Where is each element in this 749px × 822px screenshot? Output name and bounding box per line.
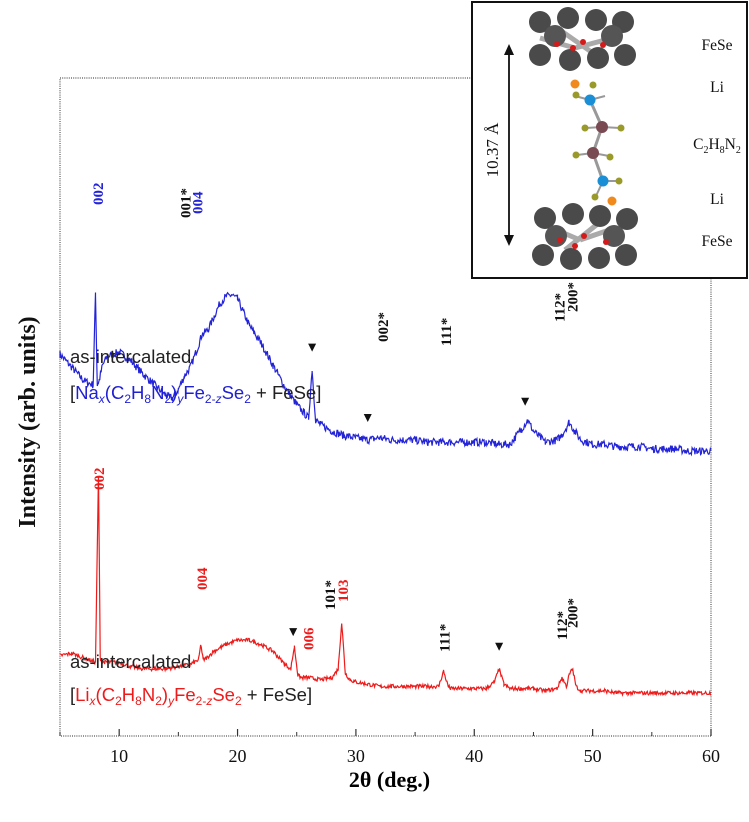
spacing-arrow: [504, 44, 514, 246]
peak-label: 111*: [439, 318, 455, 346]
peak-label: 111*: [438, 624, 454, 652]
impurity-marker: [495, 642, 504, 651]
peak-label: 006: [302, 627, 318, 650]
peak-label: 200*: [566, 598, 582, 628]
x-axis-label: 2θ (deg.): [348, 767, 431, 792]
peak-label: 004: [190, 191, 206, 214]
fese-layer-top: [529, 7, 636, 71]
x-tick-label: 60: [702, 746, 720, 766]
spacing-label: 10.37 Å: [483, 122, 502, 178]
layer-label-li-bottom: Li: [710, 191, 724, 208]
peak-label: 004: [195, 567, 211, 590]
x-tick-label: 20: [229, 746, 247, 766]
series-line-li: [59, 476, 712, 698]
impurity-markers: [289, 343, 530, 651]
peak-label: 002*: [376, 312, 392, 342]
layer-label-fese-bottom: FeSe: [702, 233, 733, 250]
peak-label: 200*: [566, 282, 582, 312]
x-ticks: 10 20 30 40 50 60: [59, 729, 720, 766]
layer-label-molecule: C2H8N2: [693, 136, 741, 156]
red-series-formula: [Lix(C2H8N2)yFe2-zSe2 + FeSe]: [70, 684, 313, 708]
peak-label: 112*: [552, 293, 568, 322]
peak-label: 002: [92, 468, 108, 491]
x-tick-label: 10: [110, 746, 128, 766]
series-line-na: [59, 291, 712, 457]
red-series-title: as-intercalated: [70, 651, 192, 672]
x-tick-label: 50: [584, 746, 602, 766]
structure-inset: 10.37 Å FeSe Li C2H8N2 Li FeSe: [471, 1, 748, 279]
blue-series-title: as-intercalated: [70, 346, 192, 367]
impurity-marker: [521, 397, 530, 406]
x-tick-label: 40: [465, 746, 483, 766]
x-tick-label: 30: [347, 746, 365, 766]
peak-label: 103: [336, 580, 352, 603]
y-axis-label: Intensity (arb. units): [15, 316, 41, 528]
layer-label-li-top: Li: [710, 79, 724, 96]
layer-label-fese-top: FeSe: [702, 37, 733, 54]
ethylenediamine-molecule: [570, 79, 625, 206]
series-group: [59, 291, 712, 698]
peak-label: 101*: [323, 580, 339, 610]
impurity-marker: [308, 343, 317, 352]
blue-series-formula: [Nax(C2H8N2)yFe2-zSe2 + FeSe]: [70, 382, 322, 406]
plot-frame: [59, 77, 712, 737]
peak-label: 002: [91, 183, 107, 206]
impurity-marker: [289, 628, 298, 637]
peak-label: 112*: [555, 611, 571, 640]
peak-label: 001*: [178, 188, 194, 218]
li-atom-bottom: [607, 196, 617, 206]
impurity-marker: [363, 414, 372, 422]
li-atom-top: [570, 79, 580, 89]
fese-layer-bottom: [532, 203, 638, 270]
